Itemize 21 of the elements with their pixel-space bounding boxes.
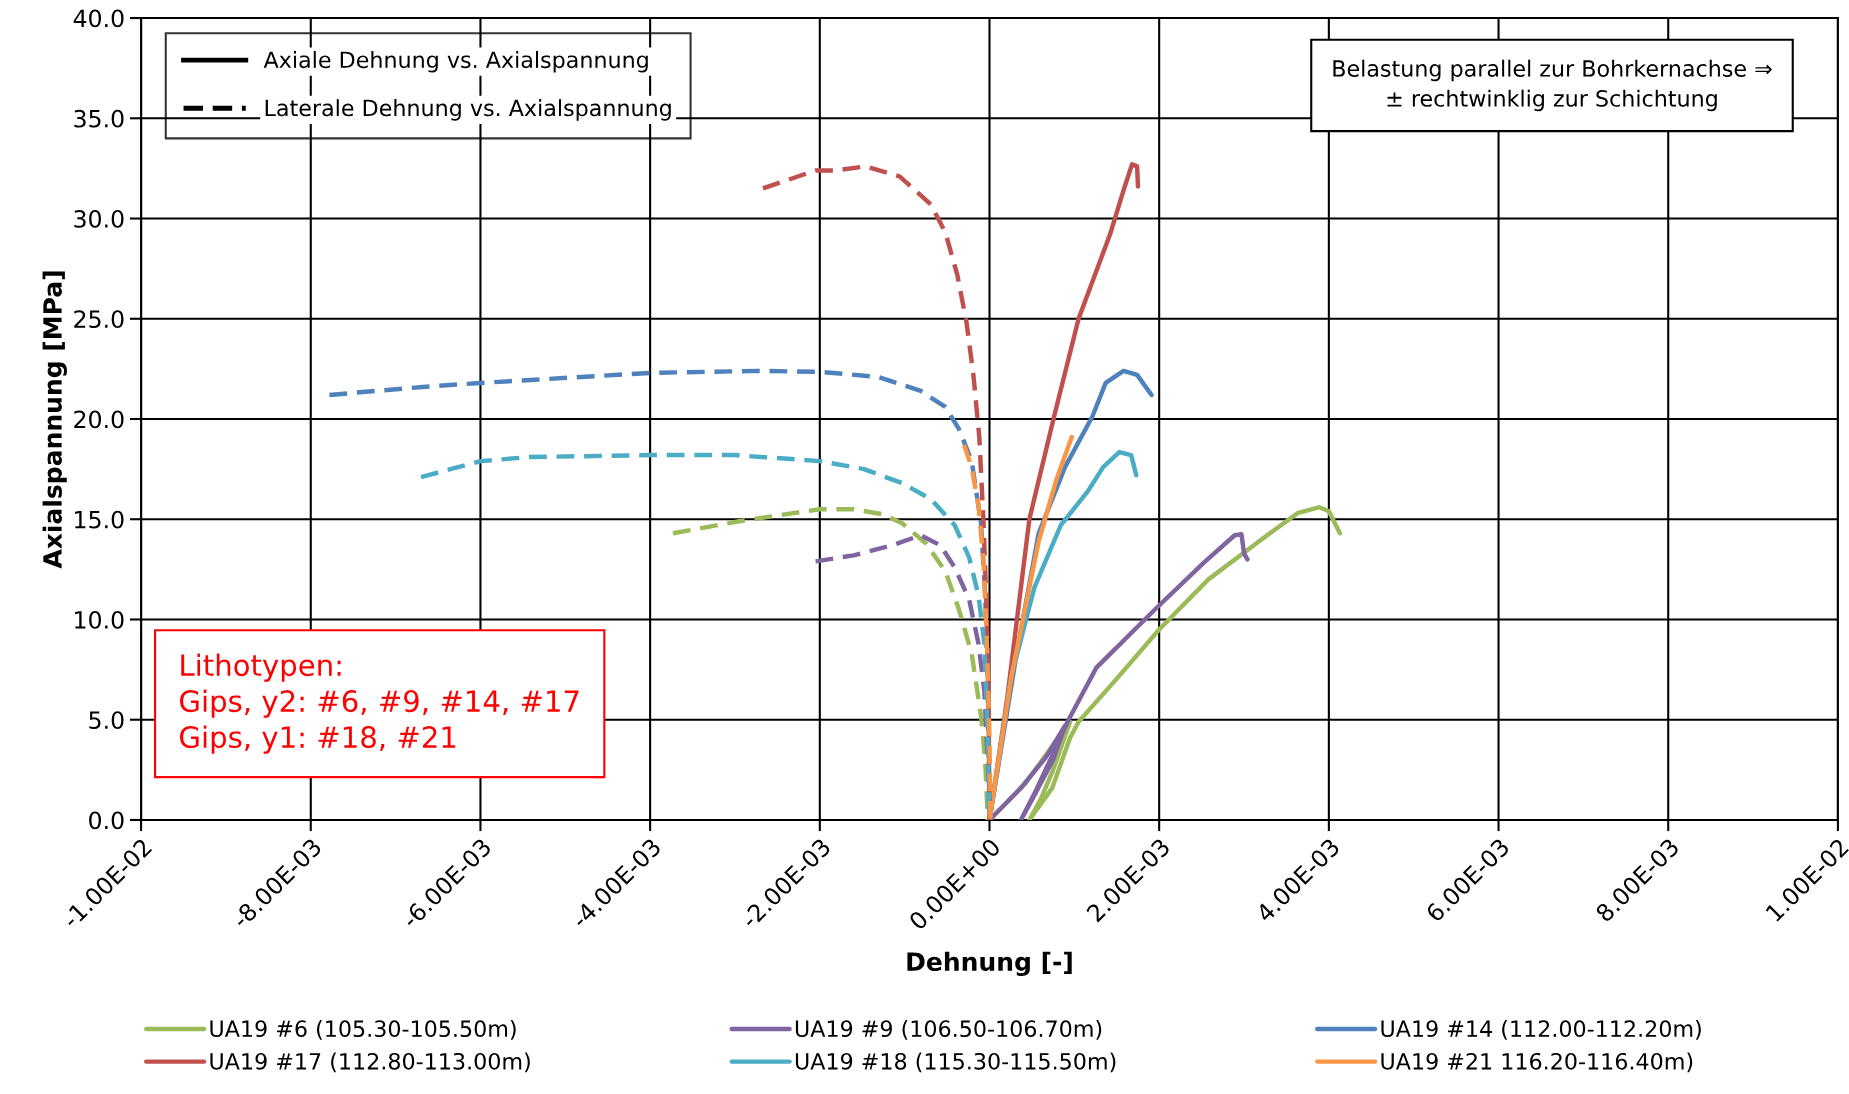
legend-label: UA19 #21 116.20-116.40m) — [1381, 1052, 1693, 1073]
annotation: Laterale Dehnung vs. Axialspannung — [265, 99, 671, 121]
legend-label: UA19 #14 (112.00-112.20m) — [1381, 1019, 1701, 1040]
x-axis-title: Dehnung [-] — [907, 951, 1072, 977]
y-tick-label: 5.0 — [89, 711, 124, 730]
y-tick-label: 0.0 — [89, 811, 124, 830]
y-tick-label: 35.0 — [74, 109, 124, 128]
y-tick-label: 10.0 — [75, 610, 124, 629]
y-tick-label: 25.0 — [74, 310, 124, 329]
legend-label: UA19 #17 (112.80-113.00m) — [210, 1052, 530, 1073]
annotation: Axiale Dehnung vs. Axialspannung — [263, 50, 648, 73]
legend-label: UA19 #6 (105.30-105.50m) — [210, 1019, 516, 1040]
y-tick-label: 15.0 — [75, 510, 124, 529]
y-axis-title: Axialspannung [MPa] — [42, 271, 67, 569]
y-tick-label: 40.0 — [73, 9, 124, 28]
y-tick-label: 20.0 — [74, 410, 124, 429]
annotation: Lithotypen: Gips, y2: #6, #9, #14, #17 Gips, y1: #18, #21 — [180, 653, 579, 754]
legend-label: UA19 #18 (115.30-115.50m) — [795, 1052, 1116, 1073]
annotation: Belastung parallel zur Bohrkernachse ⇒ ± rechtwinklig zur Schichtung — [1333, 59, 1772, 112]
y-tick-label: 30.0 — [74, 209, 124, 228]
legend-label: UA19 #9 (106.50-106.70m) — [795, 1019, 1102, 1040]
